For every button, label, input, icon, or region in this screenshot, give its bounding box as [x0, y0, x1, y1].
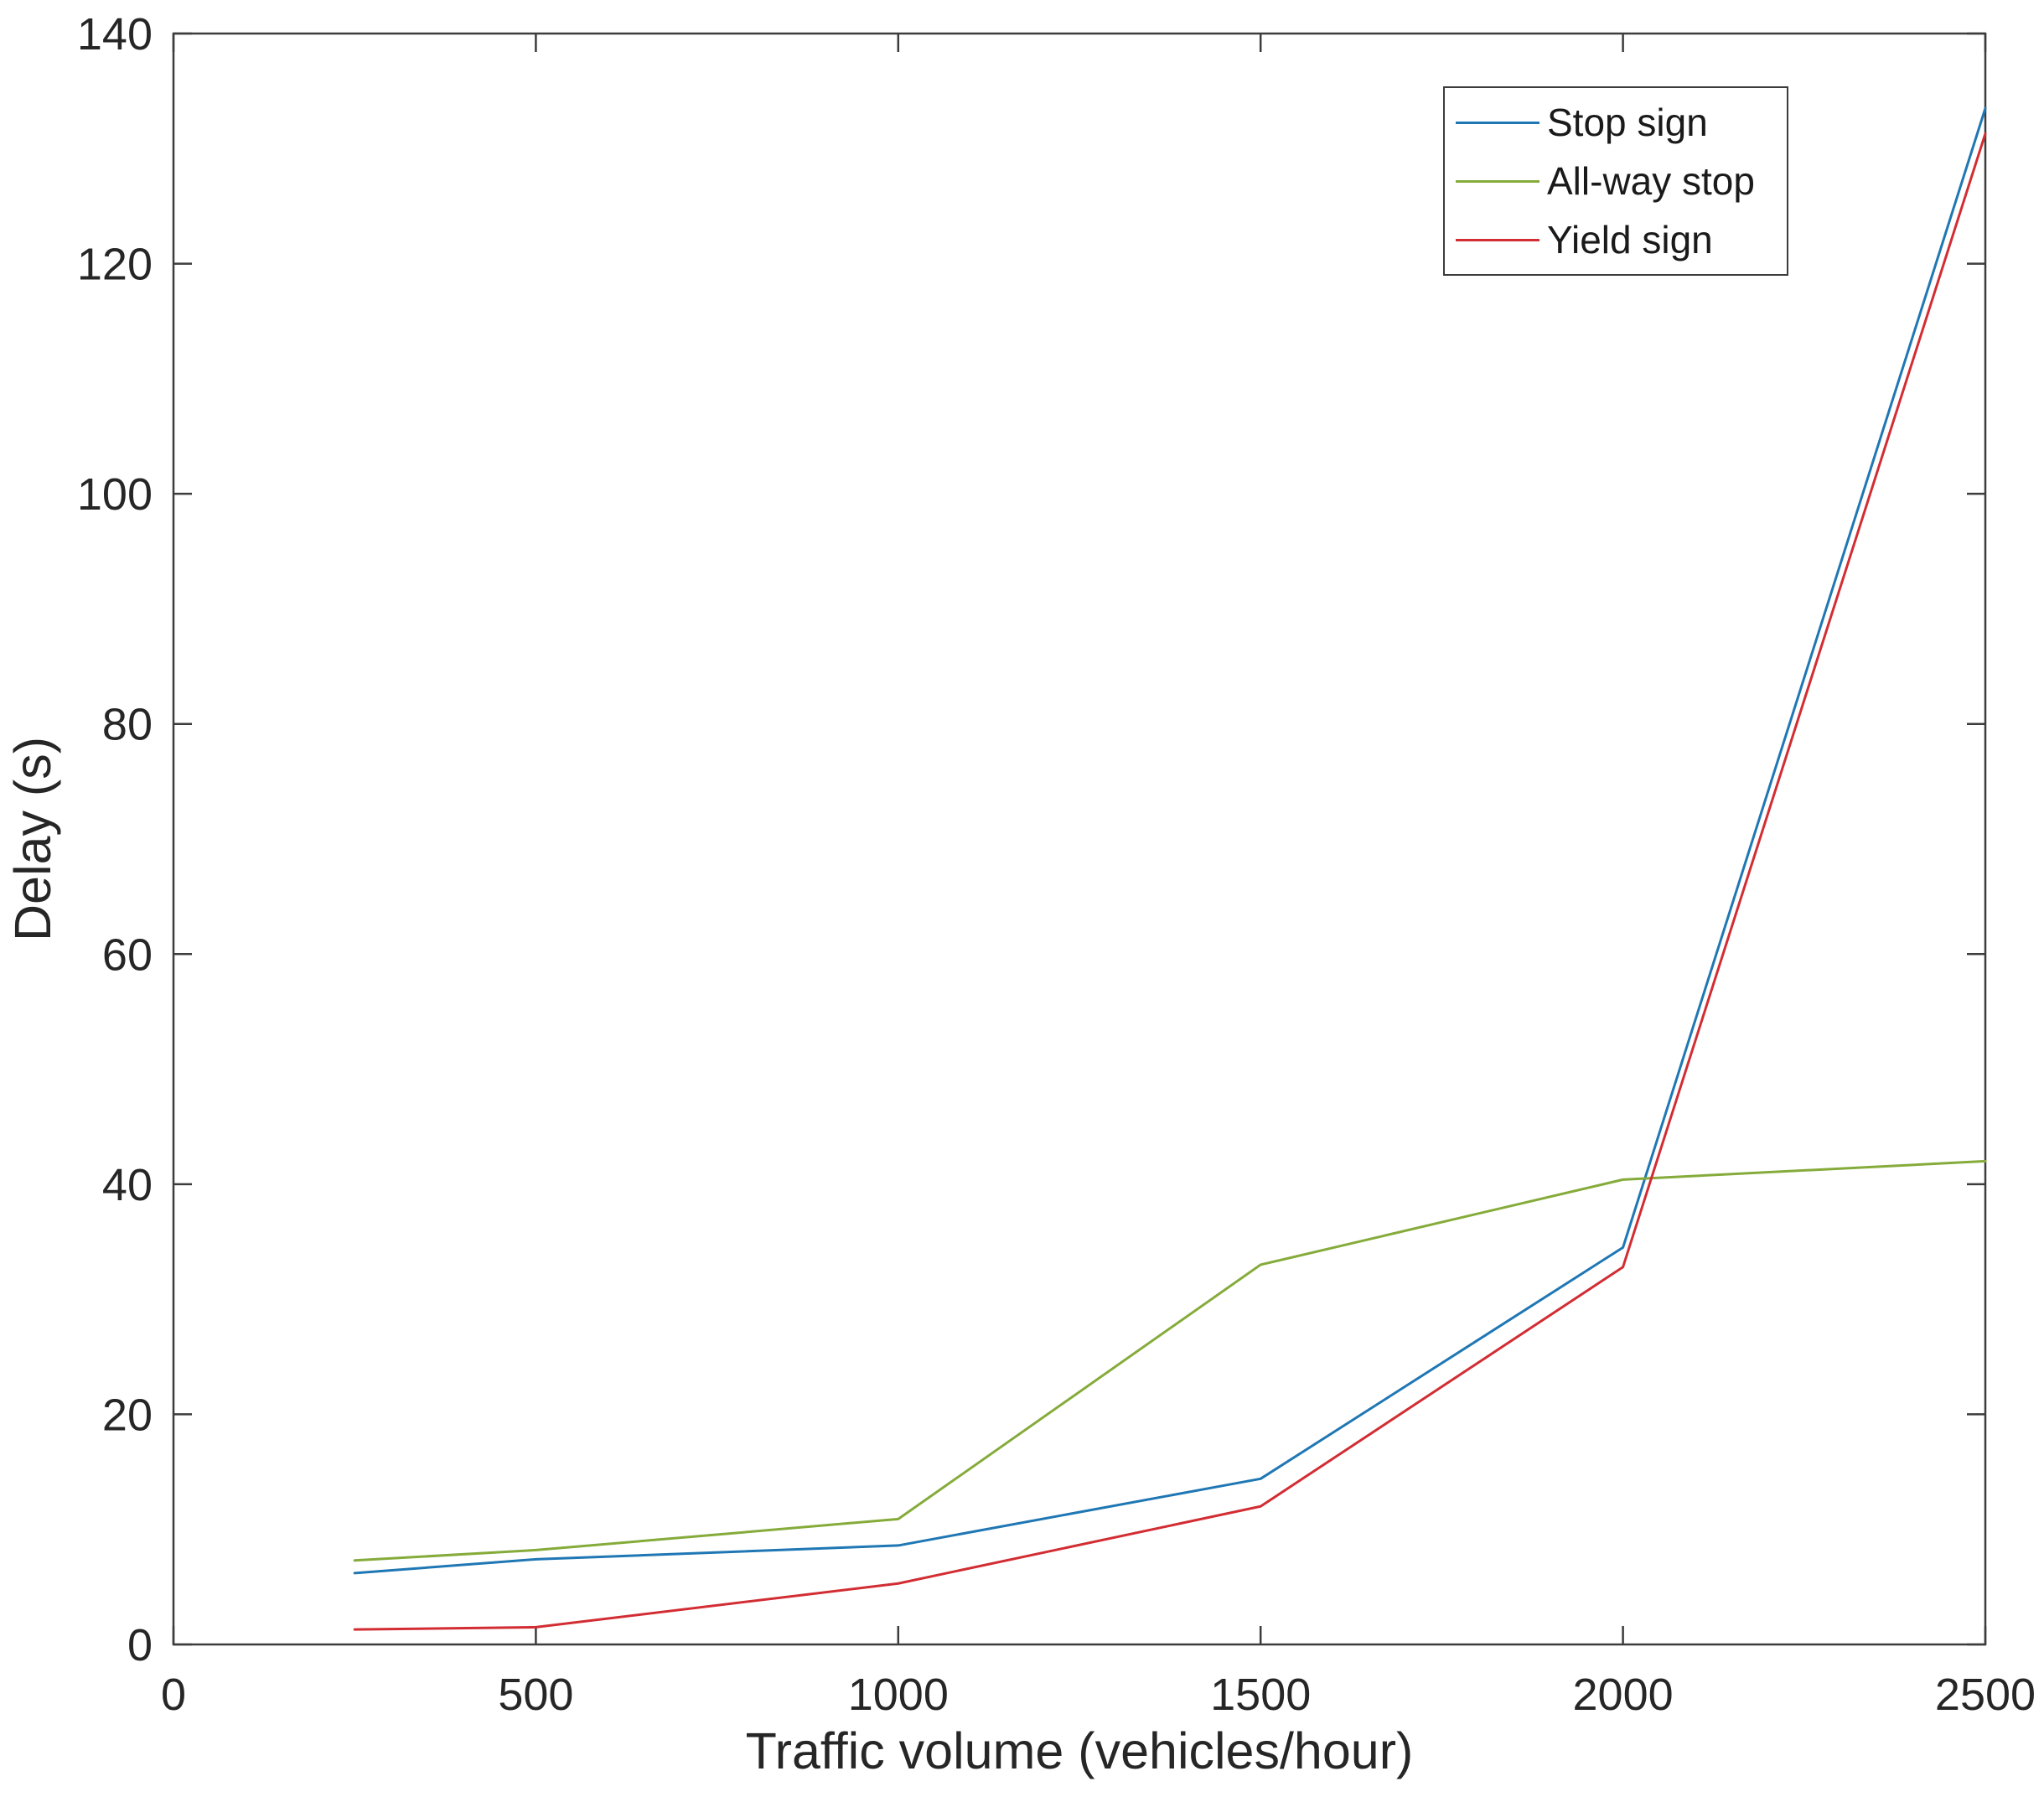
legend-line-swatch [1456, 238, 1539, 241]
series-line-stop-sign [353, 106, 1987, 1575]
x-axis-label: Traffic volume (vehicles/hour) [746, 1722, 1414, 1779]
legend-entry: Yield sign [1445, 217, 1787, 262]
legend: Stop sign All-way stop Yield sign [1443, 86, 1788, 276]
legend-label: Yield sign [1547, 218, 1713, 262]
series-line-all-way-stop [353, 1159, 1987, 1562]
y-tick-label: 20 [102, 1390, 153, 1440]
legend-label: All-way stop [1547, 159, 1755, 203]
y-tick-label: 0 [127, 1620, 153, 1670]
y-tick-label: 100 [77, 469, 153, 520]
x-tick-label: 1500 [1210, 1670, 1311, 1720]
x-tick-label: 500 [498, 1670, 573, 1720]
series-lines [353, 106, 1987, 1631]
y-tick-label: 140 [77, 9, 153, 60]
x-axis-ticks: 0 500 1000 1500 2000 2500 [161, 34, 2036, 1720]
plot-box [172, 32, 1987, 1646]
y-tick-label: 120 [77, 240, 153, 290]
y-axis-label: Delay (s) [4, 737, 61, 941]
x-tick-label: 2000 [1573, 1670, 1674, 1720]
y-tick-label: 40 [102, 1160, 153, 1210]
y-tick-label: 60 [102, 930, 153, 980]
y-tick-label: 80 [102, 700, 153, 750]
legend-entry: Stop sign [1445, 100, 1787, 145]
legend-line-swatch [1456, 121, 1539, 124]
series-line-yield-sign [353, 132, 1987, 1631]
y-axis-ticks: 0 20 40 60 80 100 120 140 [77, 9, 1985, 1670]
x-tick-label: 0 [161, 1670, 186, 1720]
legend-entry: All-way stop [1445, 158, 1787, 204]
x-tick-label: 2500 [1935, 1670, 2036, 1720]
legend-line-swatch [1456, 179, 1539, 183]
x-tick-label: 1000 [848, 1670, 949, 1720]
legend-label: Stop sign [1547, 101, 1708, 144]
